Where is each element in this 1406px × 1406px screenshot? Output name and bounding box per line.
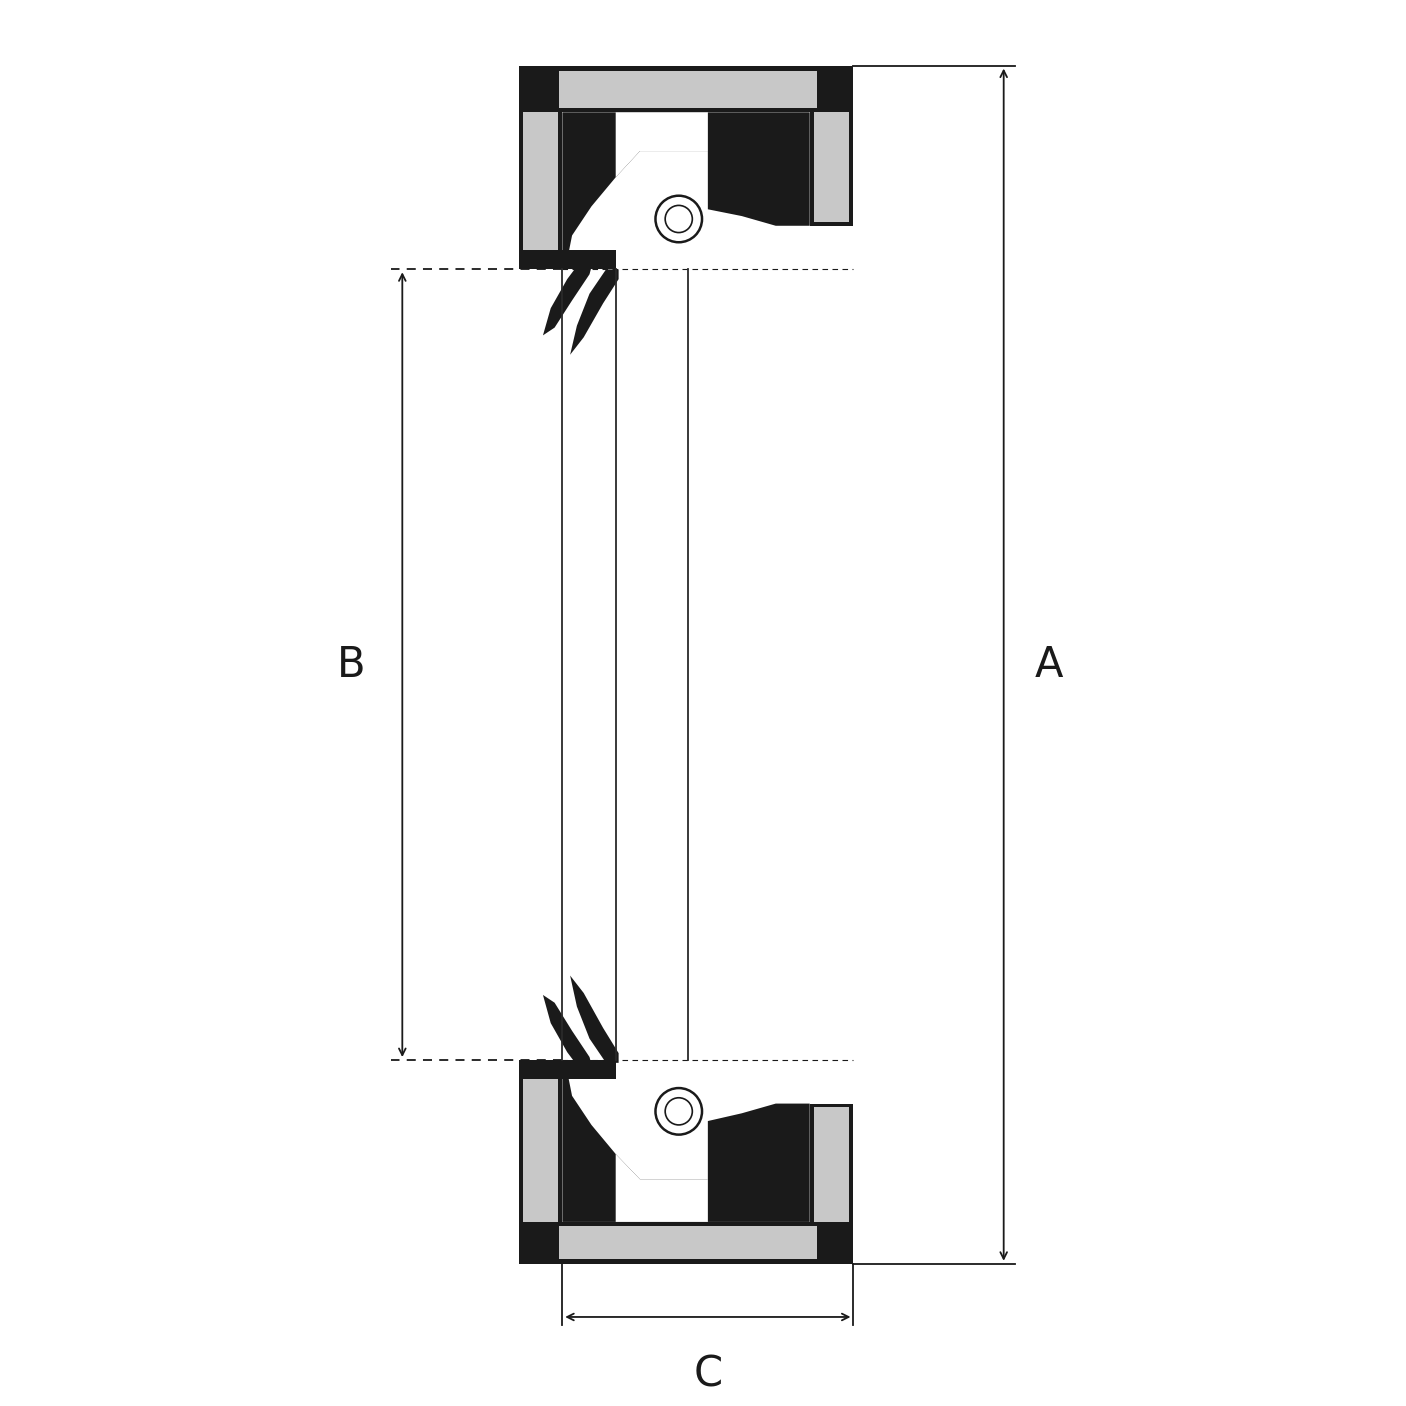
Circle shape <box>655 1088 702 1135</box>
Polygon shape <box>543 995 593 1071</box>
Polygon shape <box>810 112 853 226</box>
Text: C: C <box>693 1354 723 1396</box>
Polygon shape <box>519 1060 562 1222</box>
Polygon shape <box>616 1154 707 1222</box>
Polygon shape <box>707 1104 810 1222</box>
Circle shape <box>665 1098 692 1125</box>
Polygon shape <box>519 1060 616 1080</box>
Text: A: A <box>1035 644 1063 686</box>
Polygon shape <box>560 70 817 108</box>
Circle shape <box>665 205 692 232</box>
Polygon shape <box>707 112 810 226</box>
Polygon shape <box>562 1060 707 1222</box>
Polygon shape <box>810 1104 853 1222</box>
Polygon shape <box>519 250 616 270</box>
Polygon shape <box>562 112 707 270</box>
Polygon shape <box>519 112 562 270</box>
Text: B: B <box>337 644 366 686</box>
Polygon shape <box>523 1064 558 1222</box>
Polygon shape <box>519 1222 853 1264</box>
Polygon shape <box>523 112 558 266</box>
Polygon shape <box>616 112 707 177</box>
Polygon shape <box>519 66 853 112</box>
Polygon shape <box>814 112 849 222</box>
Polygon shape <box>569 976 619 1063</box>
Polygon shape <box>543 260 593 336</box>
Polygon shape <box>569 270 619 354</box>
Polygon shape <box>560 1226 817 1258</box>
Circle shape <box>655 195 702 242</box>
Polygon shape <box>814 1108 849 1222</box>
